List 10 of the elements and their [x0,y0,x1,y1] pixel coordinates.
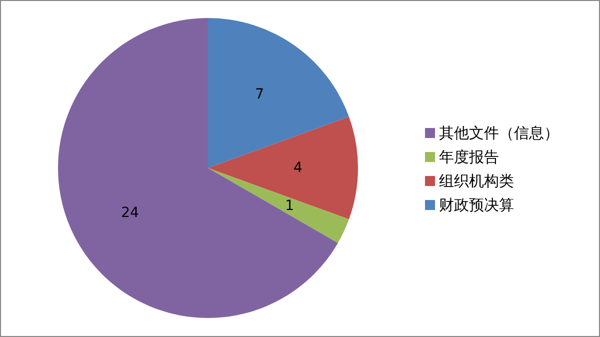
data-label: 24 [121,205,140,221]
legend-label: 年度报告 [439,148,499,166]
legend-label: 财政预决算 [439,196,514,214]
legend-label: 组织机构类 [439,172,514,190]
data-label: 1 [285,198,294,214]
data-label: 7 [255,86,264,102]
pie-slice [208,116,358,220]
data-label: 4 [294,160,303,176]
legend-label: 其他文件（信息） [439,124,559,142]
pie-slice [58,18,338,318]
